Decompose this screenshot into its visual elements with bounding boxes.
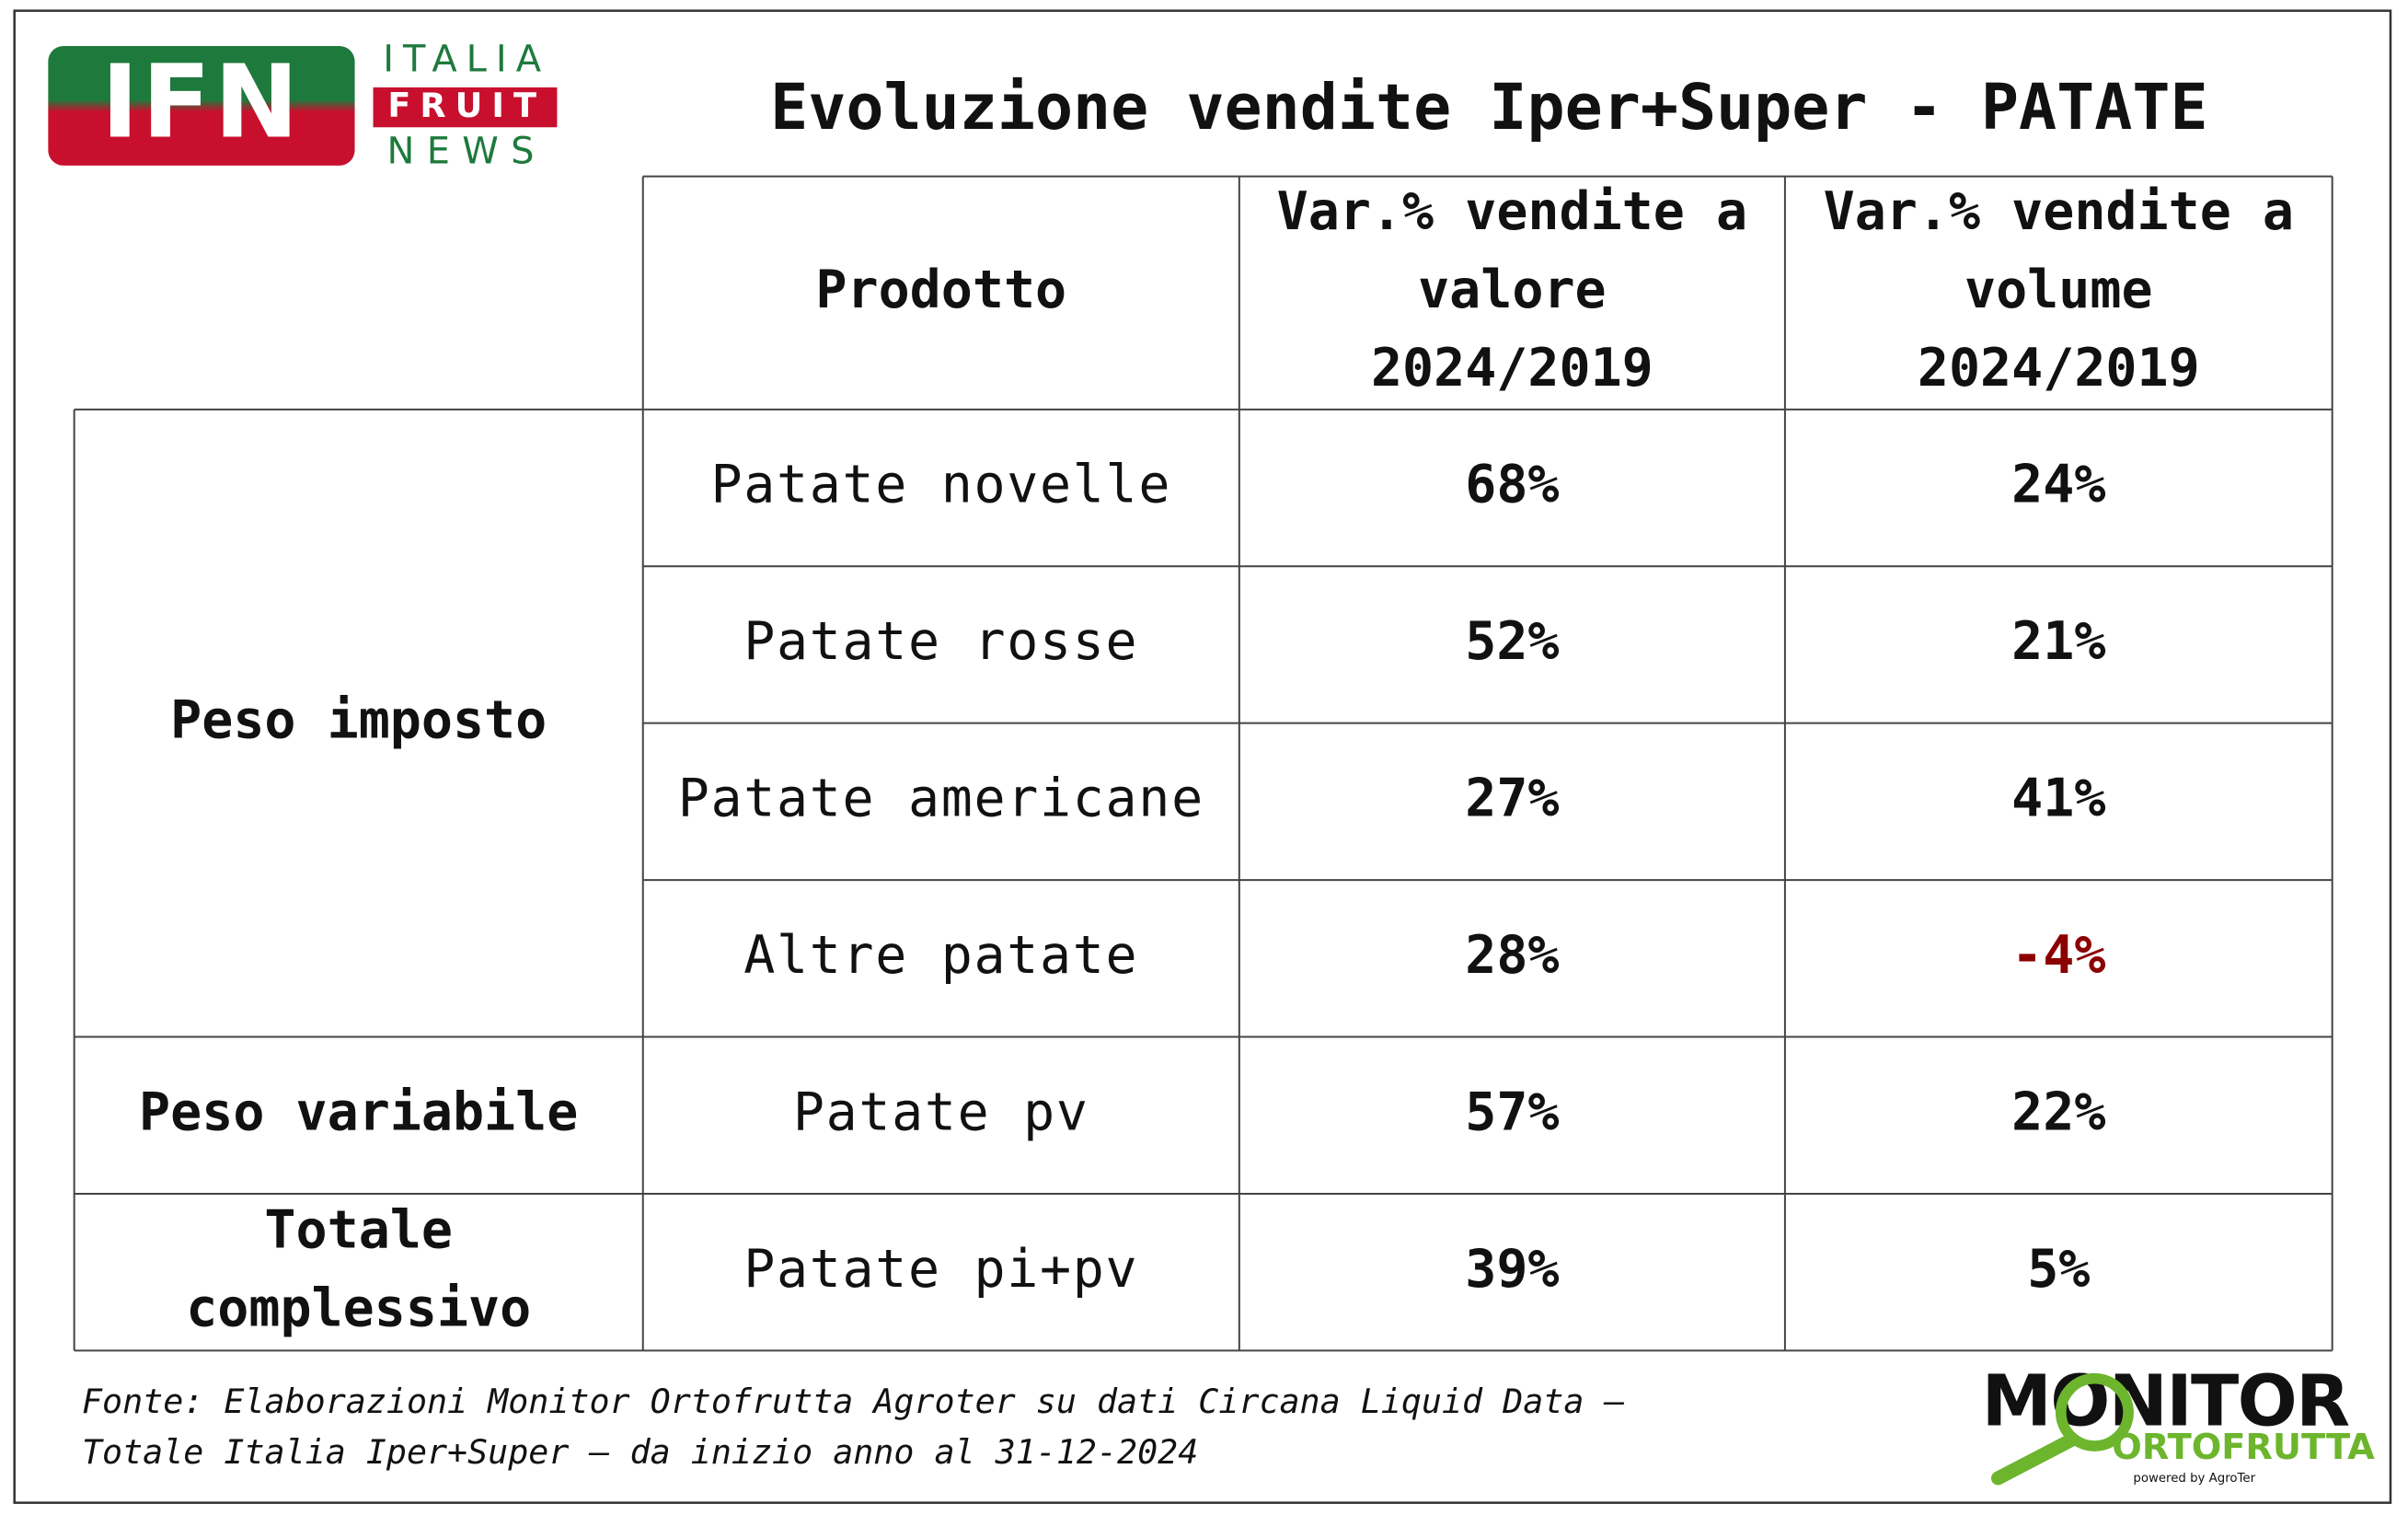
- table: Prodotto Var.% vendite a valore 2024/2019 Va…: [73, 175, 2333, 1352]
- title: Evoluzione vendite Iper+Super - PATATE: [770, 72, 2208, 145]
- column-header: Prodotto: [815, 260, 1066, 320]
- value-cell: 24%: [2011, 455, 2105, 515]
- product-cell: Patate pi+pv: [743, 1239, 1138, 1300]
- value-cell: 22%: [2011, 1081, 2105, 1142]
- product-cell: Altre patate: [743, 925, 1138, 986]
- product-cell: Patate pv: [793, 1081, 1089, 1142]
- column-header: valore: [1418, 260, 1607, 320]
- column-header: Var.% vendite a: [1824, 181, 2294, 242]
- value-cell: 68%: [1465, 455, 1559, 515]
- product-cell: Patate americane: [678, 769, 1204, 829]
- value-cell: 57%: [1465, 1081, 1559, 1142]
- source-note: Totale Italia Iper+Super – da inizio ann…: [82, 1432, 1198, 1472]
- frame: [13, 9, 2392, 1504]
- column-header: 2024/2019: [1918, 338, 2200, 399]
- product-cell: Patate rosse: [743, 611, 1138, 672]
- value-cell: 52%: [1465, 611, 1559, 672]
- value-cell: 27%: [1465, 769, 1559, 829]
- logo-sub: ORTOFRUTTA: [2112, 1427, 2375, 1468]
- value-cell: 28%: [1465, 925, 1559, 986]
- logo-text: NEWS: [386, 131, 546, 173]
- group-label: complessivo: [186, 1278, 531, 1338]
- logo-lens: [2055, 1372, 2134, 1451]
- value-cell: 21%: [2011, 611, 2105, 672]
- logo-mark: IFN: [101, 43, 302, 161]
- value-cell: 39%: [1465, 1239, 1559, 1300]
- logo-text: ITALIA: [383, 39, 550, 81]
- source-note: Fonte: Elaborazioni Monitor Ortofrutta A…: [82, 1382, 1625, 1421]
- group-label: Peso imposto: [170, 689, 547, 750]
- value-cell: 5%: [2027, 1239, 2090, 1300]
- value-cell: -4%: [2011, 925, 2105, 986]
- value-cell: 41%: [2011, 769, 2105, 829]
- column-header: volume: [1964, 260, 2153, 320]
- logo-powered: powered by AgroTer: [2133, 1472, 2255, 1486]
- group-label: Totale: [264, 1199, 453, 1260]
- column-header: Var.% vendite a: [1277, 181, 1747, 242]
- group-label: Peso variabile: [139, 1081, 578, 1142]
- logo-badge: [48, 45, 355, 166]
- logo-handle: [1990, 1432, 2079, 1486]
- column-header: 2024/2019: [1371, 338, 1653, 399]
- logo-name: MONITOR: [1982, 1361, 2349, 1443]
- logo-text: FRUIT: [387, 86, 546, 125]
- product-cell: Patate novelle: [710, 455, 1171, 515]
- logo-box: [373, 87, 558, 128]
